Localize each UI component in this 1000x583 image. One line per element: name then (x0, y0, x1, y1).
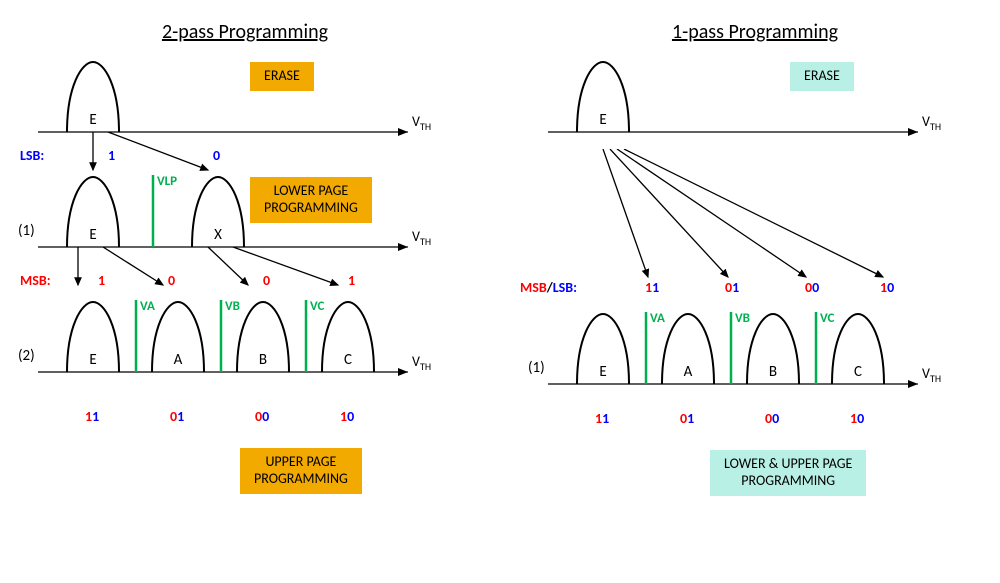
svg-text:E: E (89, 351, 96, 369)
combined-page-box: LOWER & UPPER PAGE PROGRAMMING (710, 450, 866, 496)
upper-page-box: UPPER PAGE PROGRAMMING (240, 448, 362, 494)
left-row-erase: ERASE VTHE (20, 52, 470, 167)
svg-text:VTH: VTH (412, 228, 431, 248)
stage1-label: (1) (528, 359, 545, 377)
svg-text:VTH: VTH (922, 365, 941, 385)
left-row-upper: (2) VTH VA VB VC E A B C (20, 292, 470, 422)
right-final-bits: 11010010 (530, 424, 980, 444)
svg-text:E: E (89, 111, 96, 129)
svg-text:B: B (769, 363, 777, 381)
title-2pass: 2-pass Programming (20, 20, 470, 44)
stage2-label: (2) (18, 347, 35, 365)
svg-text:B: B (259, 351, 267, 369)
svg-text:VC: VC (310, 299, 324, 314)
lsb-prefix: LSB: (20, 147, 44, 164)
svg-text:VA: VA (650, 311, 665, 326)
svg-text:E: E (599, 363, 606, 381)
svg-text:E: E (89, 226, 96, 244)
svg-text:VTH: VTH (922, 113, 941, 133)
left-final-bits: 11010010 (20, 422, 470, 442)
svg-text:E: E (599, 111, 606, 129)
right-row-final: (1) VTH VA VB VC E A B C (530, 304, 980, 424)
svg-text:X: X (214, 226, 222, 244)
title-1pass: 1-pass Programming (530, 20, 980, 44)
svg-text:A: A (684, 363, 693, 381)
svg-text:VB: VB (735, 311, 750, 326)
svg-text:VB: VB (225, 299, 240, 314)
msb-prefix: MSB: (20, 272, 51, 289)
svg-text:VC: VC (820, 311, 834, 326)
svg-text:VTH: VTH (412, 113, 431, 133)
svg-text:VLP: VLP (157, 174, 177, 189)
right-arrow-region: MSB/LSB: 11010010 (530, 149, 980, 304)
left-row-lower: (1) LOWER PAGE PROGRAMMING VTHVLPEX (20, 167, 470, 292)
stage1-label: (1) (18, 222, 35, 240)
svg-text:C: C (344, 351, 352, 369)
svg-text:A: A (174, 351, 183, 369)
svg-text:VA: VA (140, 299, 155, 314)
panel-1pass: 1-pass Programming ERASE VTHE MSB/LSB: 1… (530, 20, 980, 496)
svg-text:VTH: VTH (412, 353, 431, 373)
panel-2pass: 2-pass Programming ERASE VTHE LSB:01 (1)… (20, 20, 470, 496)
svg-text:C: C (854, 363, 862, 381)
diagram-container: 2-pass Programming ERASE VTHE LSB:01 (1)… (20, 20, 980, 496)
